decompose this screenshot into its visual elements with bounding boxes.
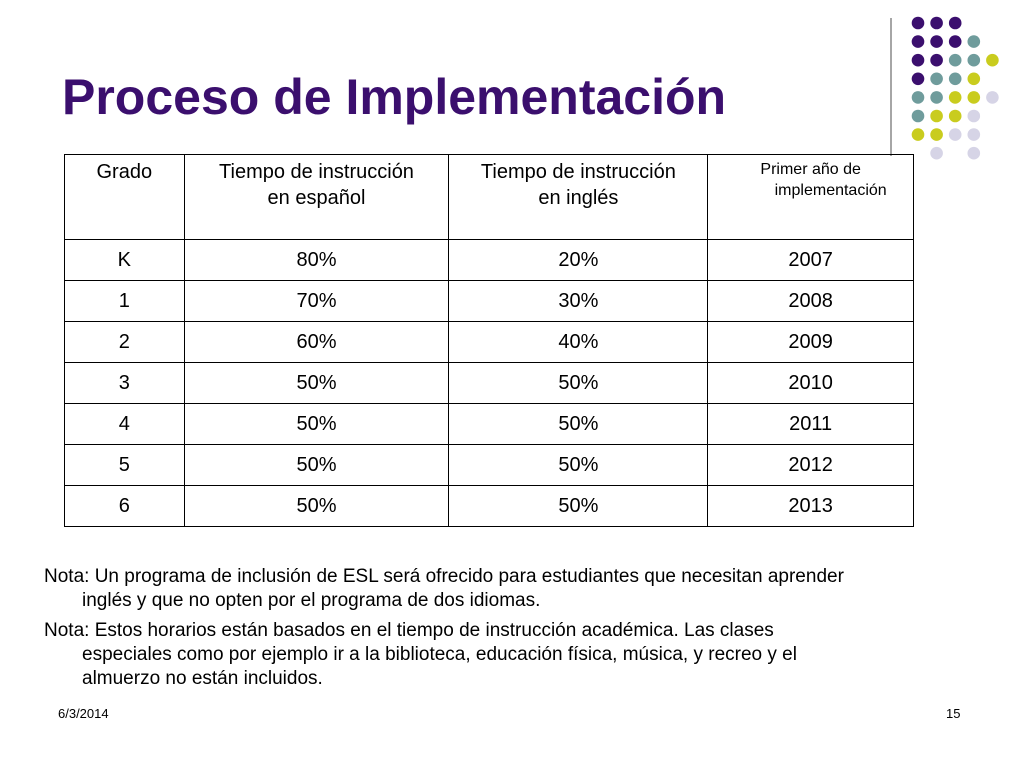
table-row: K 80% 20% 2007 [64, 239, 914, 281]
cell-espanol: 70% [183, 280, 450, 322]
note-esl: Nota: Un programa de inclusión de ESL se… [44, 566, 844, 611]
decor-dot [948, 109, 962, 123]
decor-dot [911, 72, 925, 86]
cell-grado: 2 [64, 321, 185, 363]
note-horarios: Nota: Estos horarios están basados en el… [44, 620, 797, 689]
decor-dot [967, 53, 981, 67]
decor-dot [967, 35, 981, 48]
notes-section: Nota: Un programa de inclusión de ESL se… [44, 565, 864, 697]
cell-anio: 2009 [707, 321, 914, 363]
decor-dot [930, 53, 943, 67]
decor-dot [911, 35, 925, 48]
decor-dot [930, 35, 943, 48]
header-primer-anio: Primer año de implementación [707, 154, 914, 240]
decor-dot [986, 53, 999, 67]
decor-dot [930, 109, 943, 123]
decor-dot [930, 91, 943, 104]
cell-anio: 2011 [707, 403, 914, 445]
decor-dot [911, 91, 925, 104]
cell-ingles: 20% [448, 239, 709, 281]
cell-grado: 3 [64, 362, 185, 404]
cell-ingles: 50% [448, 485, 709, 527]
decor-dot [948, 128, 962, 141]
decor-dot [911, 16, 925, 30]
decor-dot [911, 109, 925, 123]
cell-grado: 1 [64, 280, 185, 322]
cell-grado: 5 [64, 444, 185, 486]
decor-dot [930, 72, 943, 86]
decor-dot [967, 72, 981, 86]
footer-date: 6/3/2014 [58, 706, 109, 721]
decorative-vertical-rule [890, 18, 892, 156]
decor-dot [930, 16, 943, 30]
table-header-row: Grado Tiempo de instrucción en español T… [64, 154, 914, 240]
table-row: 2 60% 40% 2009 [64, 321, 914, 363]
decor-dot [967, 91, 981, 104]
cell-grado: K [64, 239, 185, 281]
cell-anio: 2007 [707, 239, 914, 281]
implementation-table: Grado Tiempo de instrucción en español T… [64, 154, 914, 527]
cell-grado: 6 [64, 485, 185, 527]
cell-ingles: 50% [448, 444, 709, 486]
cell-ingles: 50% [448, 362, 709, 404]
header-grado: Grado [64, 154, 185, 240]
cell-espanol: 50% [183, 403, 450, 445]
cell-ingles: 40% [448, 321, 709, 363]
decor-dot [967, 146, 981, 160]
cell-anio: 2012 [707, 444, 914, 486]
cell-ingles: 30% [448, 280, 709, 322]
table-row: 5 50% 50% 2012 [64, 444, 914, 486]
cell-anio: 2013 [707, 485, 914, 527]
decor-dot [911, 128, 925, 141]
cell-espanol: 50% [183, 485, 450, 527]
table-row: 6 50% 50% 2013 [64, 485, 914, 527]
cell-grado: 4 [64, 403, 185, 445]
header-tiempo-espanol: Tiempo de instrucción en español [183, 154, 450, 240]
decor-dot [986, 91, 999, 104]
cell-ingles: 50% [448, 403, 709, 445]
decor-dot [948, 53, 962, 67]
cell-espanol: 50% [183, 362, 450, 404]
footer-page-number: 15 [946, 706, 961, 721]
decor-dot [967, 109, 981, 123]
decor-dot [948, 35, 962, 48]
header-tiempo-ingles: Tiempo de instrucción en inglés [448, 154, 709, 240]
slide-title: Proceso de Implementación [62, 69, 727, 125]
cell-anio: 2010 [707, 362, 914, 404]
cell-espanol: 50% [183, 444, 450, 486]
table-body: K 80% 20% 2007 1 70% 30% 2008 2 60% 40% 2009 3 50% 50%… [64, 239, 914, 527]
decor-dot [948, 91, 962, 104]
table-row: 3 50% 50% 2010 [64, 362, 914, 404]
decor-dot [948, 72, 962, 86]
table-row: 1 70% 30% 2008 [64, 280, 914, 322]
decor-dot [930, 146, 943, 160]
decor-dot [967, 128, 981, 141]
decor-dot [911, 53, 925, 67]
table-row: 4 50% 50% 2011 [64, 403, 914, 445]
cell-anio: 2008 [707, 280, 914, 322]
cell-espanol: 60% [183, 321, 450, 363]
cell-espanol: 80% [183, 239, 450, 281]
decor-dot [930, 128, 943, 141]
decor-dot [948, 16, 962, 30]
